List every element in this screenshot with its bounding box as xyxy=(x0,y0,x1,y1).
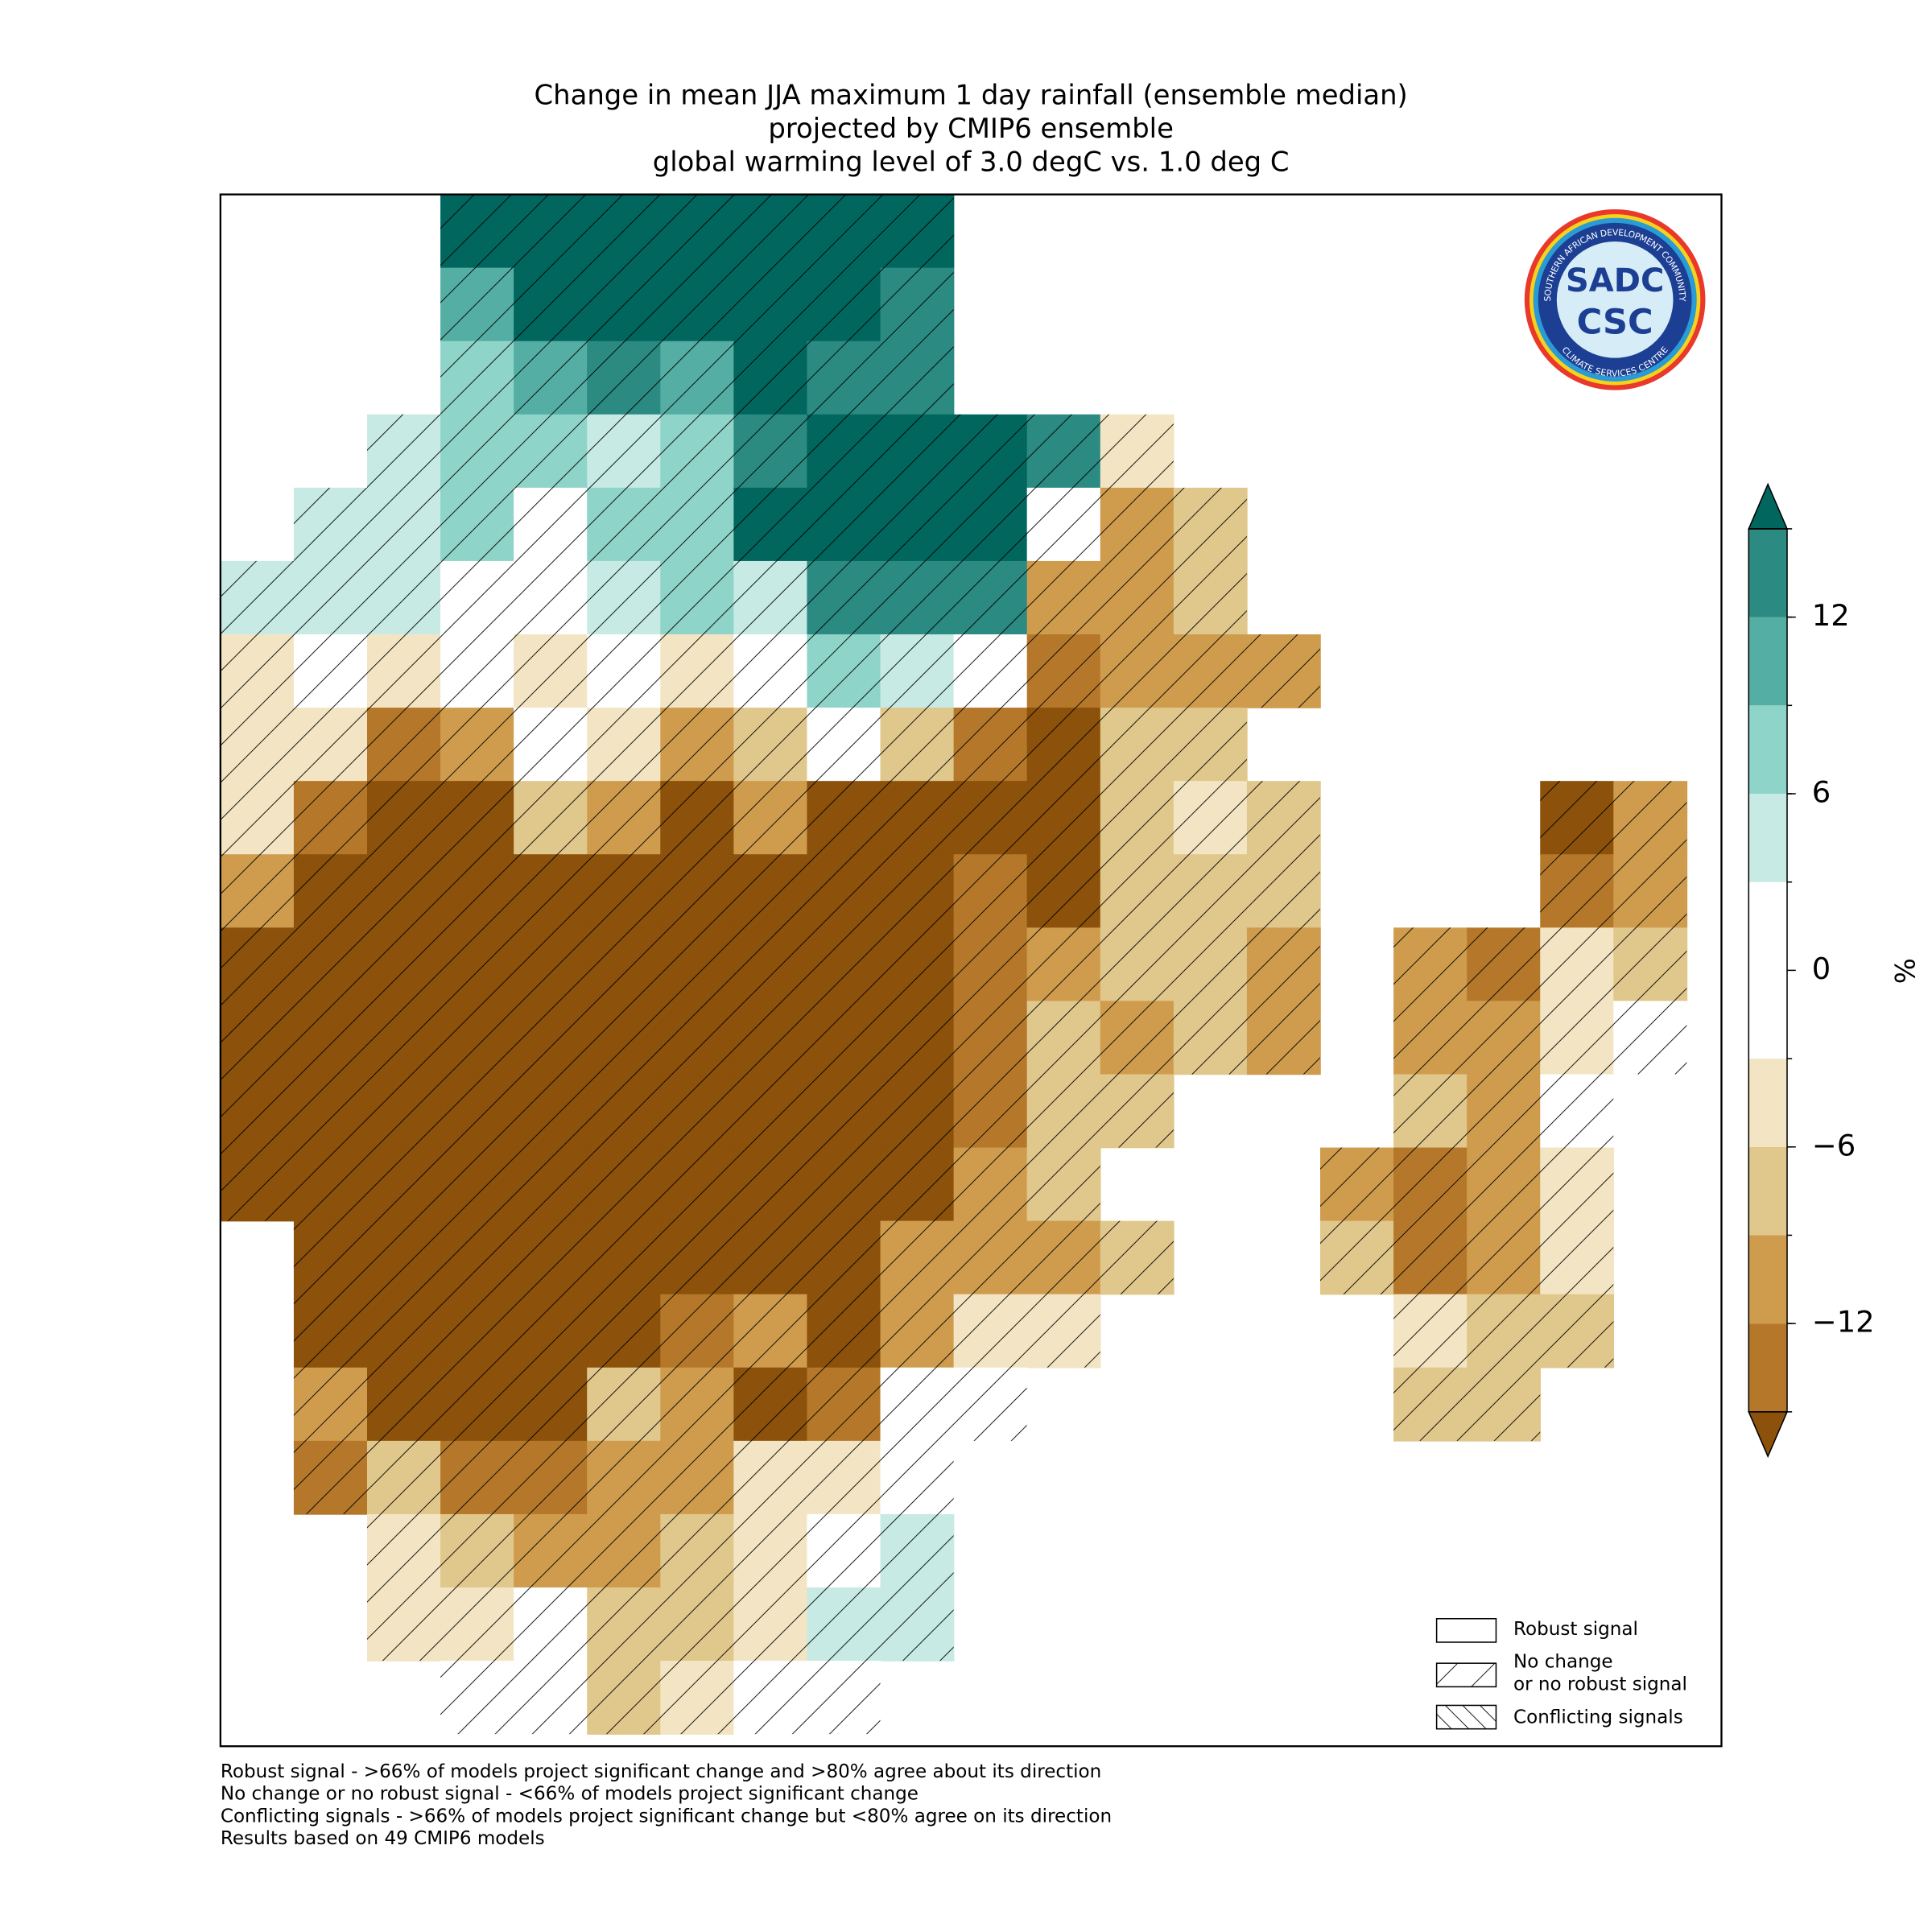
title: Change in mean JJA maximum 1 day rainfal… xyxy=(535,79,1408,177)
logo-center xyxy=(1556,242,1674,358)
title-line: global warming level of 3.0 degC vs. 1.0… xyxy=(653,147,1290,178)
legend: Robust signal No change or no robust sign… xyxy=(1435,1618,1687,1730)
footnote: No change or no robust signal - <66% of … xyxy=(221,1784,919,1805)
legend-swatch xyxy=(1435,1704,1497,1730)
legend-swatch xyxy=(1435,1618,1497,1643)
colorbar: 12 6 0 −6 −12 xyxy=(1748,482,1875,1459)
colorbar-bin xyxy=(1748,1146,1787,1236)
colorbar-label: % xyxy=(1890,958,1922,984)
colorbar-extend-low xyxy=(1748,1411,1789,1459)
legend-label-line: No change xyxy=(1513,1651,1613,1672)
legend-label: Robust signal xyxy=(1513,1619,1638,1640)
colorbar-bin xyxy=(1748,1323,1787,1412)
footnote: Results based on 49 CMIP6 models xyxy=(221,1828,545,1849)
colorbar-bin xyxy=(1748,794,1787,882)
map-frame xyxy=(219,193,1723,1748)
colorbar-tick-label: −12 xyxy=(1812,1305,1875,1340)
colorbar-tick-label: 6 xyxy=(1812,775,1831,810)
logo-abbr: CSC xyxy=(1577,303,1653,343)
footnote: Conflicting signals - >66% of models pro… xyxy=(221,1806,1112,1827)
logo: SOUTHERN AFRICAN DEVELOPMENT COMMUNITY C… xyxy=(1524,209,1706,390)
colorbar-extend-high xyxy=(1748,482,1789,530)
colorbar-tick-label: 12 xyxy=(1812,598,1850,633)
footnotes: Robust signal - >66% of models project s… xyxy=(221,1761,1112,1849)
colorbar-bin xyxy=(1748,528,1787,617)
colorbar-bin xyxy=(1748,1235,1787,1324)
title-line: projected by CMIP6 ensemble xyxy=(768,113,1173,144)
logo-name: SADC xyxy=(1566,262,1664,299)
legend-label: Conflicting signals xyxy=(1513,1707,1683,1728)
colorbar-bin xyxy=(1748,617,1787,706)
colorbar-tick-label: −6 xyxy=(1812,1128,1856,1162)
legend-label: No change or no robust signal xyxy=(1513,1651,1687,1695)
colorbar-bin xyxy=(1748,881,1787,1059)
colorbar-bin xyxy=(1748,1059,1787,1147)
legend-label-line: or no robust signal xyxy=(1513,1674,1687,1695)
hatching xyxy=(220,194,1687,1735)
footnote: Robust signal - >66% of models project s… xyxy=(221,1761,1101,1782)
title-line: Change in mean JJA maximum 1 day rainfal… xyxy=(535,79,1408,110)
colorbar-tick-label: 0 xyxy=(1812,952,1831,986)
colorbar-bin xyxy=(1748,705,1787,794)
legend-swatch xyxy=(1435,1662,1497,1688)
